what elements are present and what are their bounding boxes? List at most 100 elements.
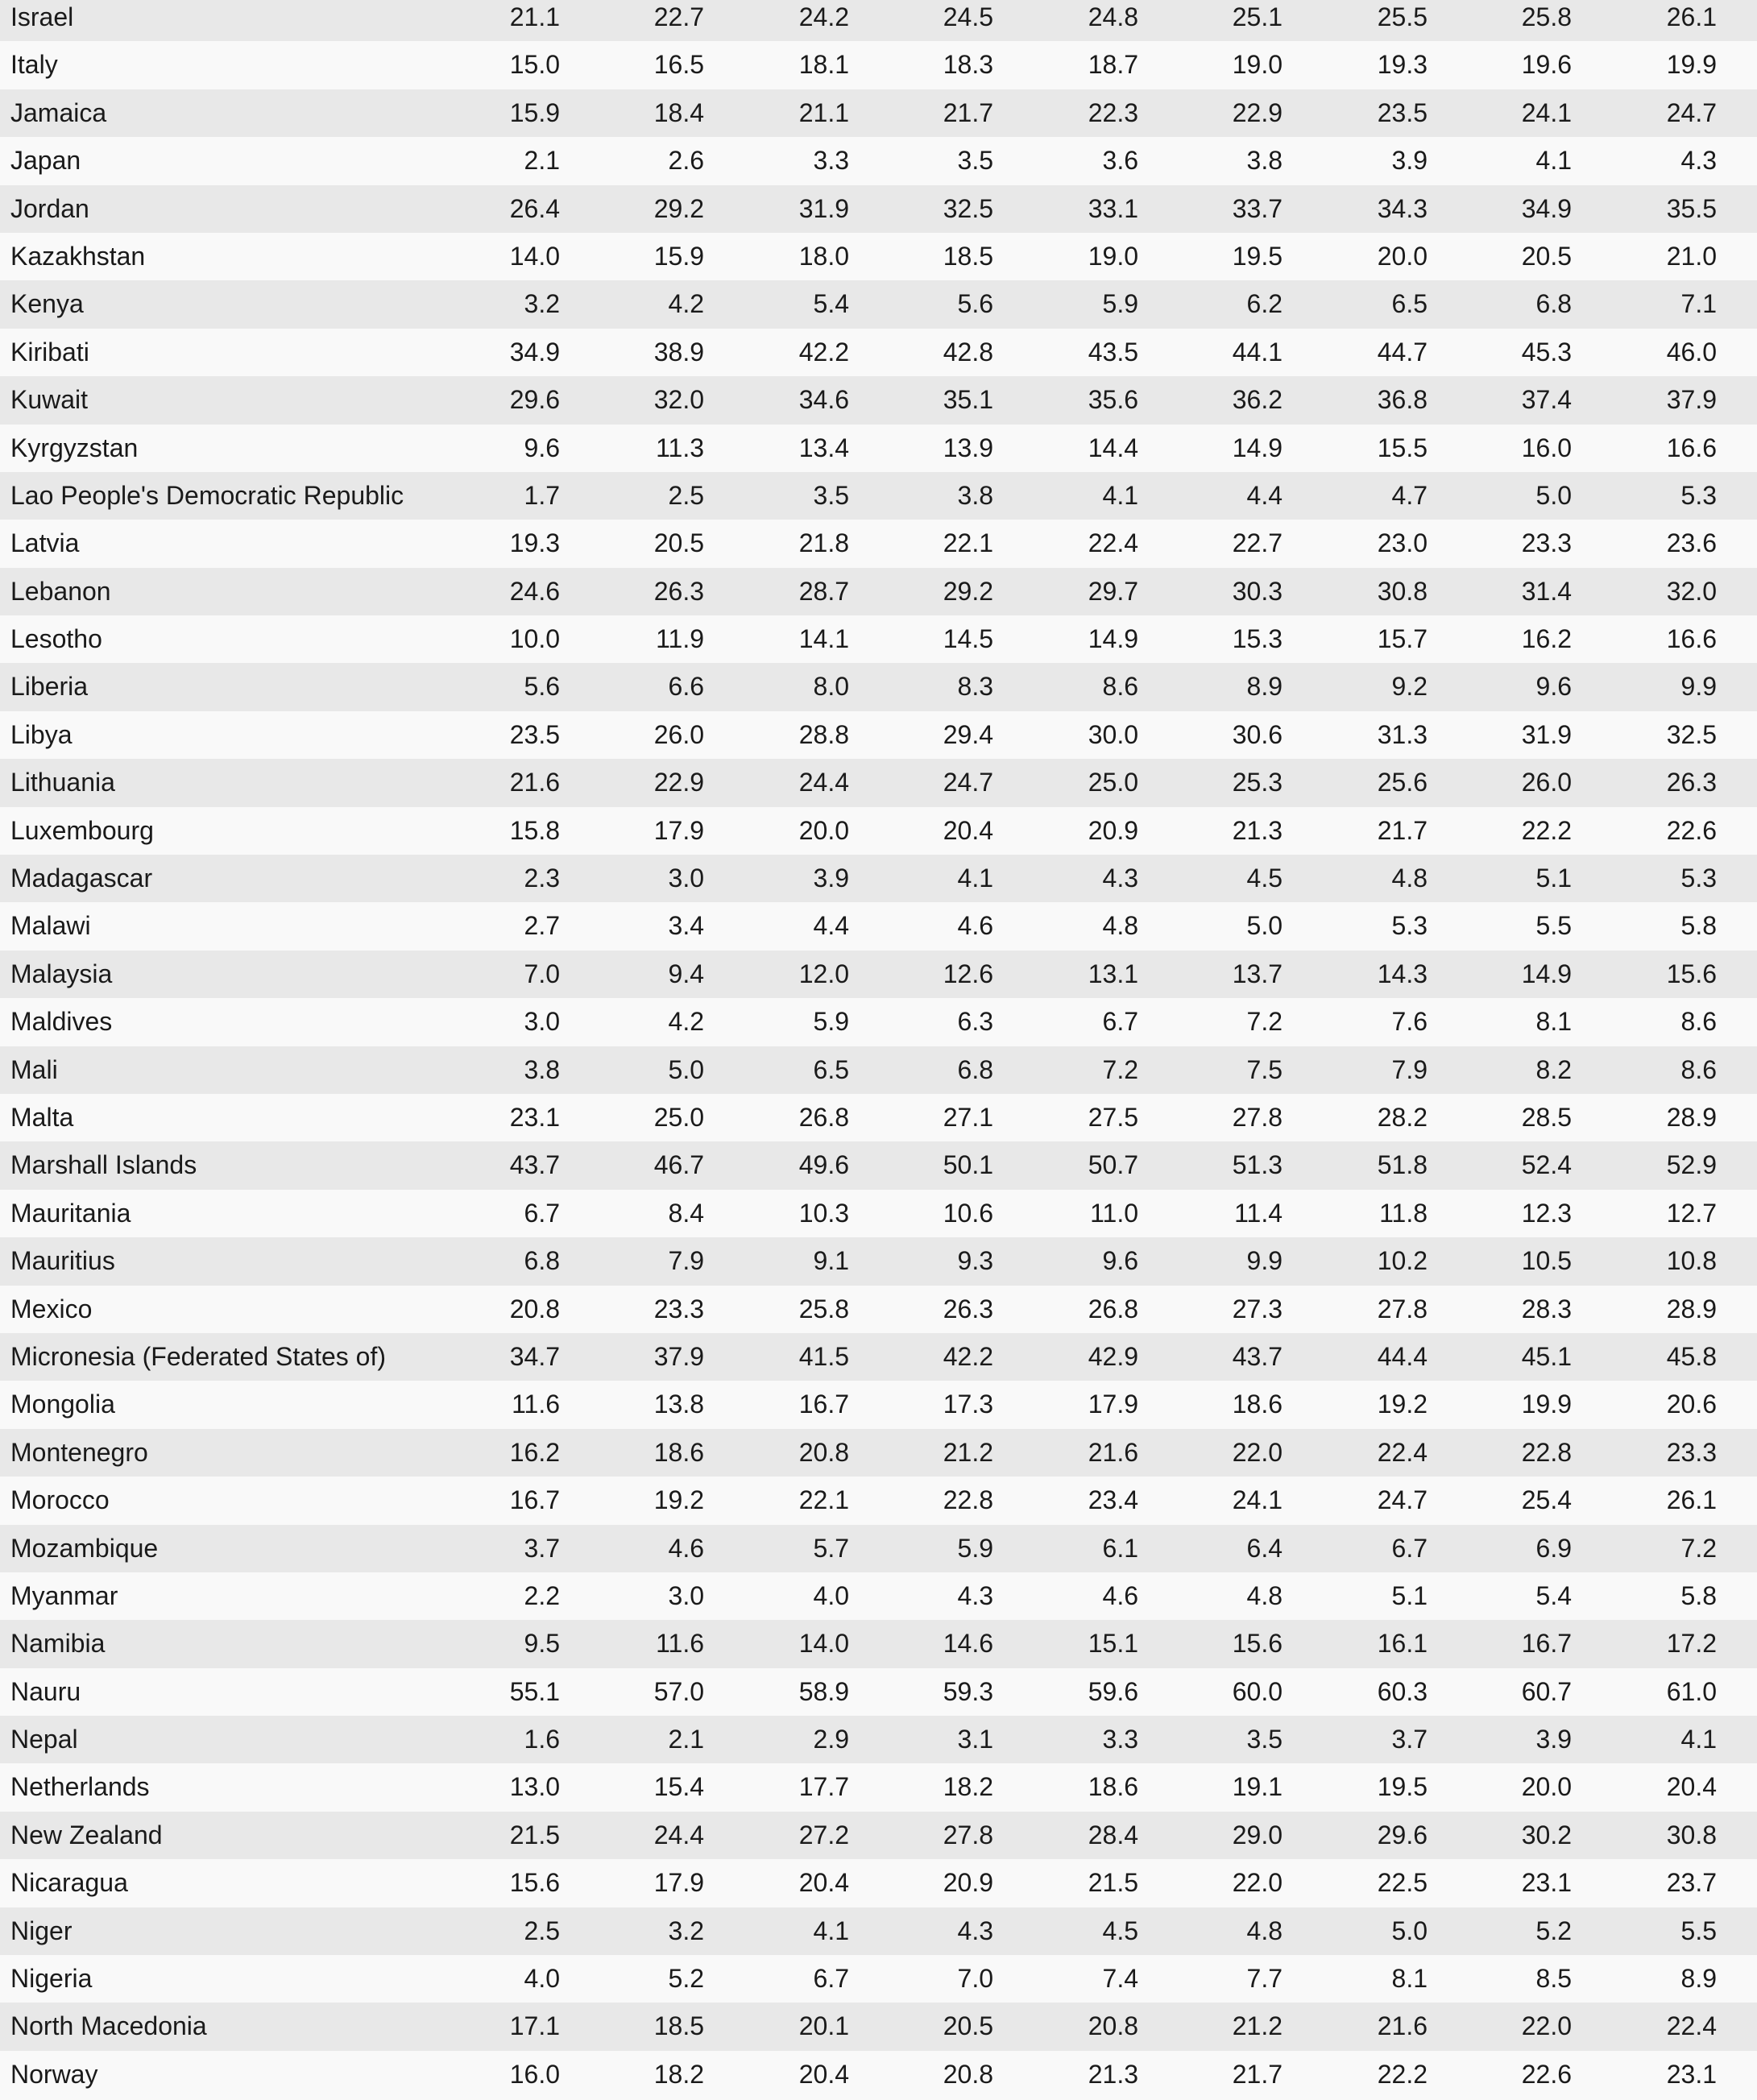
value-cell: 22.1 [798, 1485, 849, 1515]
value-cell: 7.2 [1246, 1007, 1283, 1037]
value-cell: 3.5 [1246, 1725, 1283, 1754]
country-name: Myanmar [10, 1580, 118, 1610]
value-cell: 18.1 [798, 50, 849, 80]
value-cell: 7.9 [668, 1246, 704, 1276]
value-cell: 23.5 [509, 719, 560, 749]
value-cell: 26.1 [1666, 2, 1717, 31]
country-name: Latvia [10, 528, 80, 558]
value-cell: 20.5 [943, 2011, 993, 2041]
value-cell: 8.9 [1680, 1964, 1717, 1994]
value-cell: 25.0 [1088, 768, 1138, 797]
value-cell: 14.5 [943, 624, 993, 654]
value-cell: 7.4 [1102, 1964, 1138, 1994]
value-cell: 14.9 [1088, 624, 1138, 654]
value-cell: 61.0 [1666, 1676, 1717, 1706]
value-cell: 42.2 [943, 1341, 993, 1371]
value-cell: 7.0 [957, 1964, 993, 1994]
value-cell: 23.5 [1377, 97, 1428, 127]
value-cell: 31.9 [1521, 719, 1572, 749]
value-cell: 20.1 [798, 2011, 849, 2041]
value-cell: 5.9 [957, 1533, 993, 1563]
value-cell: 46.0 [1666, 337, 1717, 367]
country-name: New Zealand [10, 1820, 163, 1849]
value-cell: 44.4 [1377, 1341, 1428, 1371]
value-cell: 22.9 [653, 768, 704, 797]
value-cell: 43.7 [1232, 1341, 1283, 1371]
value-cell: 26.3 [943, 1294, 993, 1323]
value-cell: 15.0 [509, 50, 560, 80]
value-cell: 21.3 [1088, 2059, 1138, 2089]
value-cell: 14.0 [798, 1629, 849, 1659]
country-name: Mauritius [10, 1246, 115, 1276]
country-name: Montenegro [10, 1437, 148, 1467]
value-cell: 26.8 [1088, 1294, 1138, 1323]
table-row: Jordan 26.4 29.2 31.9 32.5 33.1 33.7 34.3 34.9 35… [0, 184, 1757, 233]
value-cell: 26.0 [653, 719, 704, 749]
value-cell: 4.4 [813, 911, 849, 941]
value-cell: 23.0 [1377, 528, 1428, 558]
value-cell: 4.5 [1102, 1916, 1138, 1945]
value-cell: 31.9 [798, 193, 849, 223]
value-cell: 25.1 [1232, 2, 1283, 31]
value-cell: 2.6 [668, 146, 704, 176]
value-cell: 22.3 [1088, 97, 1138, 127]
table-row: Italy 15.0 16.5 18.1 18.3 18.7 19.0 19.3 19.6 19.… [0, 41, 1757, 89]
value-cell: 22.7 [653, 2, 704, 31]
table-row: Mauritania 6.7 8.4 10.3 10.6 11.0 11.4 11.8 12.3… [0, 1189, 1757, 1238]
value-cell: 16.7 [798, 1390, 849, 1419]
table-row: Mali 3.8 5.0 6.5 6.8 7.2 7.5 7.9 8.2 8.6 [0, 1046, 1757, 1094]
value-cell: 22.1 [943, 528, 993, 558]
value-cell: 35.5 [1666, 193, 1717, 223]
value-cell: 22.7 [1232, 528, 1283, 558]
country-name: Micronesia (Federated States of) [10, 1341, 386, 1371]
value-cell: 17.3 [943, 1390, 993, 1419]
value-cell: 60.0 [1232, 1676, 1283, 1706]
value-cell: 18.2 [653, 2059, 704, 2089]
value-cell: 37.9 [653, 1341, 704, 1371]
value-cell: 22.2 [1377, 2059, 1428, 2089]
value-cell: 27.8 [943, 1820, 993, 1849]
value-cell: 19.2 [653, 1485, 704, 1515]
value-cell: 20.5 [1521, 241, 1572, 271]
value-cell: 5.5 [1680, 1916, 1717, 1945]
value-cell: 29.2 [943, 576, 993, 606]
value-cell: 21.6 [509, 768, 560, 797]
value-cell: 3.0 [524, 1007, 560, 1037]
value-cell: 16.5 [653, 50, 704, 80]
table-row: Myanmar 2.2 3.0 4.0 4.3 4.6 4.8 5.1 5.4 5.8 [0, 1572, 1757, 1621]
value-cell: 43.7 [509, 1150, 560, 1180]
country-name: North Macedonia [10, 2011, 207, 2041]
country-name: Kyrgyzstan [10, 433, 139, 462]
country-name: Kenya [10, 289, 84, 319]
country-name: Lesotho [10, 624, 102, 654]
value-cell: 15.1 [1088, 1629, 1138, 1659]
country-name: Morocco [10, 1485, 110, 1515]
value-cell: 34.9 [1521, 193, 1572, 223]
value-cell: 2.1 [668, 1725, 704, 1754]
value-cell: 16.7 [1521, 1629, 1572, 1659]
value-cell: 11.0 [1090, 1198, 1138, 1228]
value-cell: 49.6 [798, 1150, 849, 1180]
country-name: Nepal [10, 1725, 78, 1754]
value-cell: 19.6 [1521, 50, 1572, 80]
value-cell: 31.4 [1521, 576, 1572, 606]
value-cell: 3.9 [813, 864, 849, 893]
value-cell: 41.5 [798, 1341, 849, 1371]
country-name: Italy [10, 50, 58, 80]
value-cell: 12.6 [943, 959, 993, 988]
value-cell: 23.1 [1666, 2059, 1717, 2089]
value-cell: 25.6 [1377, 768, 1428, 797]
value-cell: 18.6 [1232, 1390, 1283, 1419]
country-name: Niger [10, 1916, 73, 1945]
value-cell: 26.4 [509, 193, 560, 223]
value-cell: 15.3 [1232, 624, 1283, 654]
value-cell: 17.9 [1088, 1390, 1138, 1419]
value-cell: 8.9 [1246, 672, 1283, 702]
table-row: Nauru 55.1 57.0 58.9 59.3 59.6 60.0 60.3 60.7 61.… [0, 1667, 1757, 1717]
value-cell: 5.9 [1102, 289, 1138, 319]
value-cell: 22.6 [1666, 815, 1717, 845]
value-cell: 5.4 [1535, 1580, 1572, 1610]
value-cell: 17.9 [653, 1868, 704, 1898]
value-cell: 3.3 [1102, 1725, 1138, 1754]
value-cell: 12.3 [1521, 1198, 1572, 1228]
